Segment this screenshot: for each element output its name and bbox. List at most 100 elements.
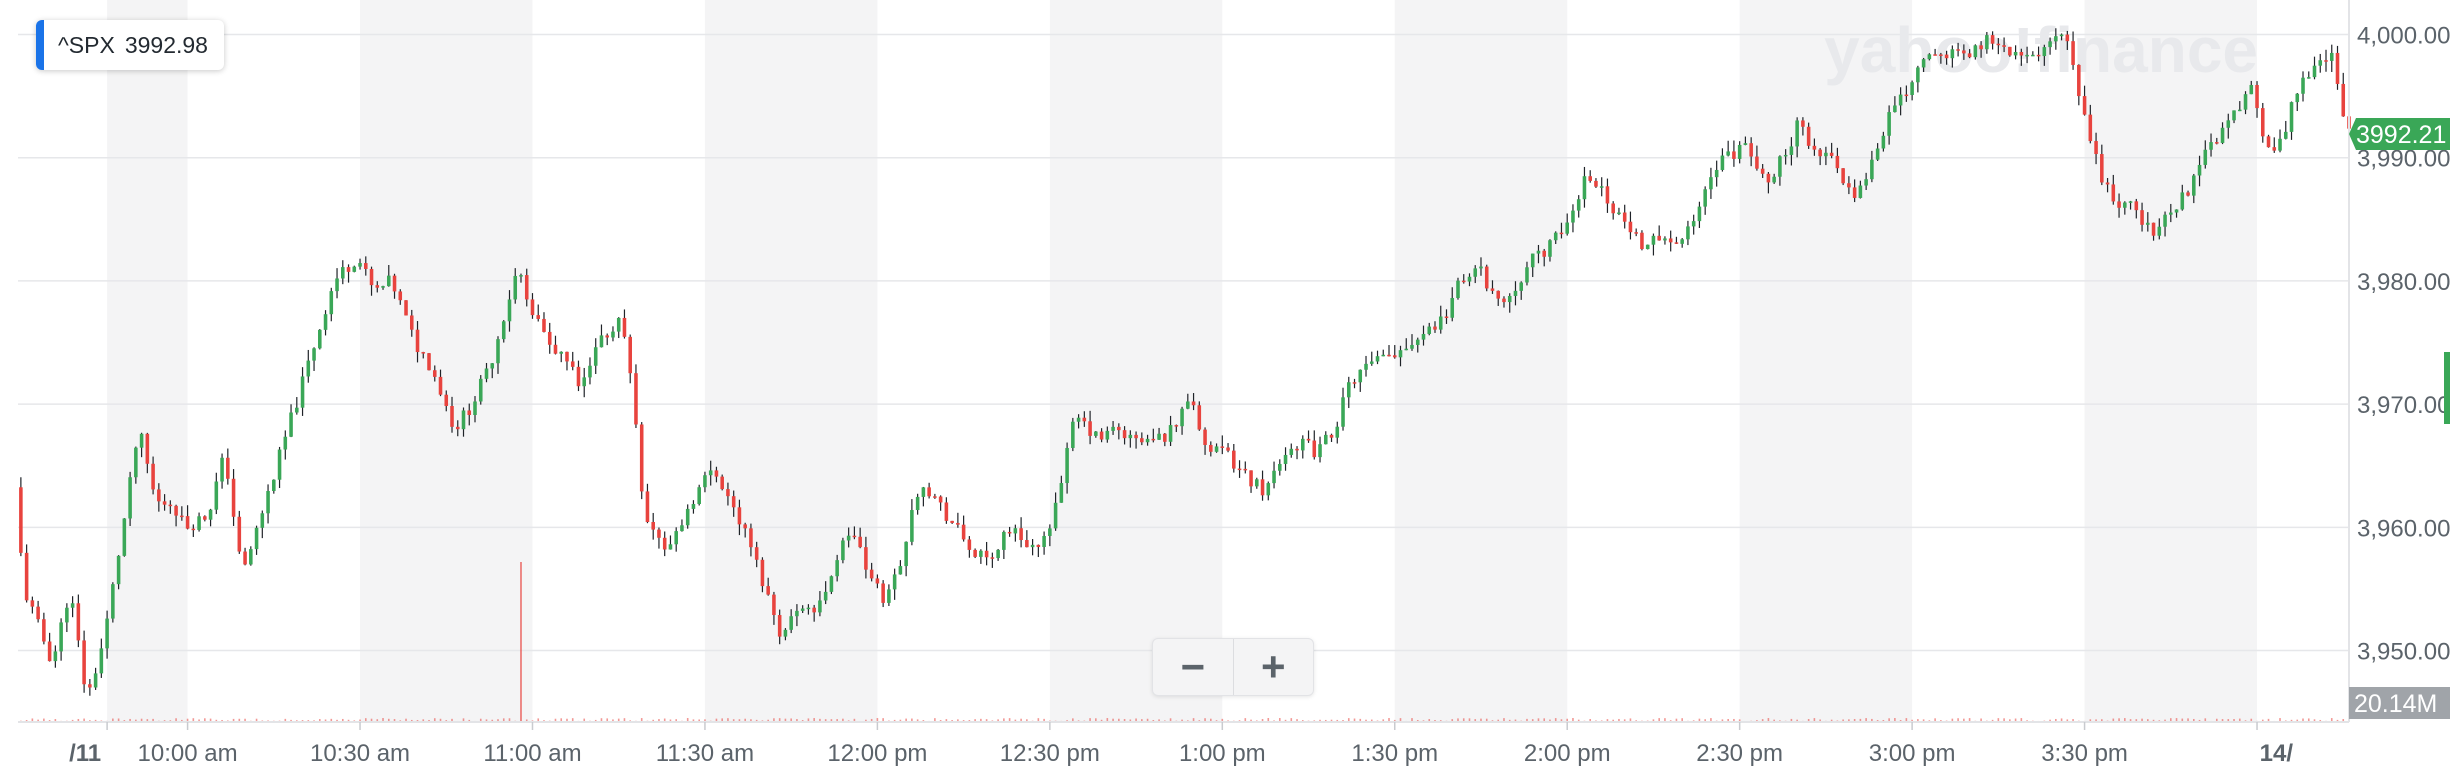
volume-bar [2060,718,2063,722]
candle [754,541,759,568]
volume-bar [1761,719,1764,722]
candle [950,520,954,524]
candle [1985,31,1989,54]
candle [2042,44,2047,66]
candle-body [1553,232,1558,241]
candle [1709,167,1713,199]
volume-bar [623,718,626,722]
candle [1576,195,1581,218]
candle [2272,137,2277,153]
volume-bar [1859,718,1862,722]
candle-body [1358,369,1363,383]
zoom-in-button[interactable]: + [1232,639,1314,695]
candle [749,523,753,557]
candle-body [1140,438,1144,443]
volume-bar [1365,719,1367,722]
candle [59,618,63,661]
volume-bar [1095,718,1097,722]
candle-body [2306,77,2311,79]
candle [174,504,178,527]
candle-body [956,522,960,525]
volume-bar [2302,718,2304,722]
candle-body [887,589,891,603]
candle [134,446,138,484]
candle [272,479,276,494]
candle [1145,434,1150,446]
candle-body [197,516,201,530]
volume-bar [594,719,597,722]
volume-bar [1566,718,1569,722]
volume-bar [1043,718,1045,722]
candle-body [1025,540,1029,548]
volume-bar [905,718,907,722]
candle-body [2278,138,2282,151]
volume-bar [2319,719,2322,722]
candle-body [352,266,357,272]
volume-bar [819,718,821,722]
candle [708,460,713,486]
candle [2289,101,2294,140]
volume-bar [1158,719,1160,722]
symbol-price-badge[interactable]: ^SPX 3992.98 [36,20,224,70]
candle-body [921,487,926,497]
volume-bar [1359,718,1362,722]
candle-body [157,489,161,502]
candle-body [1703,189,1707,207]
candle [1484,264,1489,292]
candle [1674,236,1679,244]
candle-body [1341,397,1345,427]
candle [1260,470,1265,501]
volume-bar [1169,718,1172,722]
candle [2128,200,2133,210]
candle-body [1484,266,1489,289]
candle [1617,207,1621,216]
time-tick-label: 10:30 am [310,740,410,767]
candle-body [2071,41,2075,65]
candle-body [1622,212,1627,222]
candle [1151,428,1156,443]
candle-body [2169,212,2173,215]
candle-body [680,525,684,532]
volume-bar [1623,719,1626,722]
candle [869,562,874,582]
volume-bar [1003,718,1005,722]
candle-body [168,504,173,507]
candle-body [2260,108,2265,137]
candle [1835,147,1840,174]
candle-body [1565,222,1569,234]
candle [157,483,161,512]
candle-body [720,476,724,490]
volume-bar [2175,718,2178,722]
zoom-out-button[interactable]: − [1180,643,1206,690]
candle-body [1410,344,1414,349]
candle [2243,91,2248,115]
volume-bar [31,718,34,722]
candle-body [151,463,155,490]
candle-body [1743,143,1748,145]
volume-bar [1497,719,1500,722]
candle-body [1720,155,1725,170]
candle [731,490,736,517]
candle [277,446,282,489]
candle-body [1209,444,1213,452]
volume-bar [1457,718,1459,722]
volume-bar [1204,718,1206,722]
candle [2260,102,2265,143]
candle [1174,424,1179,433]
candle [1053,492,1058,531]
volume-bar [1577,719,1580,722]
candle-body [277,449,282,480]
volume-bar [1089,718,1091,722]
candle-body [1927,54,1932,60]
candle-body [806,607,811,610]
volume-bar [1710,718,1712,722]
volume-bar [364,718,367,722]
candle-body [1381,354,1386,357]
candle-body [1019,528,1023,541]
candle [1490,280,1495,294]
candle [1002,530,1006,560]
candle-body [1904,94,1909,97]
candle-body [599,335,604,348]
candle [254,525,259,555]
